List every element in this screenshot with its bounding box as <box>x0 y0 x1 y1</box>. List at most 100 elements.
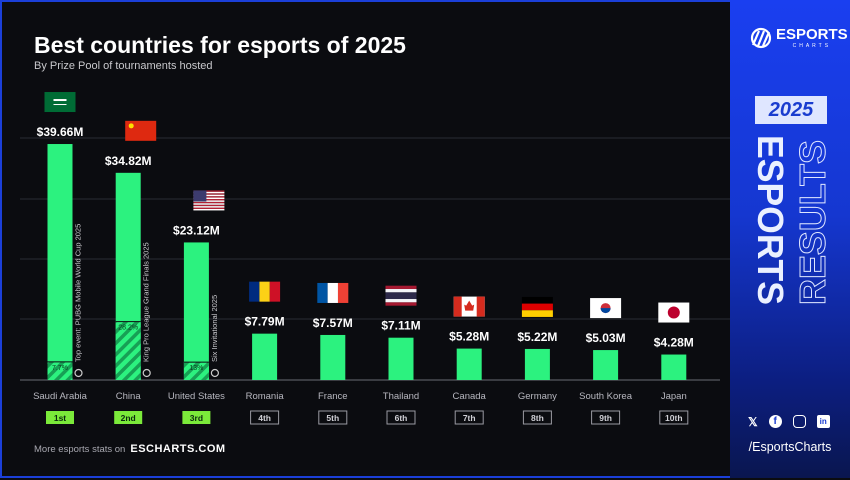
value-label: $7.79M <box>245 315 285 329</box>
bar-chart: 7.7% Top event: PUBG Mobile World Cup 202… <box>20 92 730 425</box>
flag-kr-icon <box>590 298 622 319</box>
x-icon[interactable]: 𝕏 <box>748 415 758 429</box>
top-event-share-segment <box>47 361 73 380</box>
bar-group-thailand: $7.11M Thailand 6th <box>381 285 421 425</box>
value-label: $5.22M <box>517 330 557 344</box>
bar-group-romania: $7.79M Romania 4th <box>245 281 285 425</box>
value-label: $23.12M <box>173 223 220 237</box>
footer: More esports stats on ESCHARTS.COM <box>34 443 226 455</box>
rank-label: 8th <box>531 413 544 423</box>
linkedin-icon[interactable]: in <box>816 415 830 428</box>
rank-badge <box>659 410 689 425</box>
year-badge: 2025 <box>755 96 827 124</box>
flag-de-icon <box>521 296 553 317</box>
bar[interactable] <box>252 333 278 380</box>
rank-label: 3rd <box>190 413 203 423</box>
rank-badge <box>591 410 621 425</box>
category-label: Canada <box>453 391 487 402</box>
bar-group-canada: $5.28M Canada 7th <box>449 296 489 425</box>
rank-label: 2nd <box>121 413 136 423</box>
bar[interactable] <box>661 354 687 380</box>
category-label: France <box>318 391 348 402</box>
bar-group-china: 28.2% King Pro League Grand Finals 2025 $3… <box>105 120 157 424</box>
top-event-share-segment <box>183 362 209 380</box>
category-label: Thailand <box>383 391 419 402</box>
top-event-share: 7.7% <box>52 365 68 372</box>
top-event-share: 13% <box>189 365 203 372</box>
bar[interactable] <box>593 350 619 380</box>
rank-badge <box>386 410 416 425</box>
brand-logo: ESPORTS CHARTS <box>750 26 848 49</box>
flag-ro-icon <box>249 281 281 302</box>
instagram-icon[interactable] <box>792 415 806 428</box>
top-event-share: 28.2% <box>118 325 138 332</box>
bar[interactable] <box>47 144 73 380</box>
vertical-title: ESPORTS RESULTS <box>750 135 834 306</box>
rank-badge <box>454 410 484 425</box>
rank-badge <box>182 411 211 424</box>
value-label: $5.28M <box>449 330 489 344</box>
footer-text: More esports stats on <box>34 444 126 455</box>
bar-group-japan: $4.28M Japan 10th <box>654 302 694 425</box>
rank-badge <box>250 410 280 425</box>
top-event-label: Top event: PUBG Mobile World Cup 2025 <box>74 224 83 362</box>
value-label: $4.28M <box>654 336 694 350</box>
category-label: Saudi Arabia <box>33 391 88 402</box>
bar[interactable] <box>183 242 209 380</box>
flag-sa-icon <box>44 92 76 113</box>
bar-group-germany: $5.22M Germany 8th <box>517 296 557 425</box>
rank-label: 10th <box>665 413 682 423</box>
rank-label: 9th <box>599 413 612 423</box>
flag-us-icon <box>193 190 225 211</box>
bar[interactable] <box>388 337 414 380</box>
logo-icon <box>750 27 772 48</box>
chart-panel: Best countries for esports of 2025 By Pr… <box>0 0 730 478</box>
flag-fr-icon <box>317 282 349 303</box>
social-handle[interactable]: /EsportsCharts <box>748 440 832 454</box>
game-icon <box>142 368 151 378</box>
value-label: $7.11M <box>381 319 420 333</box>
rank-label: 5th <box>326 413 339 423</box>
chart-title: Best countries for esports of 2025 <box>34 32 406 58</box>
flag-ca-icon <box>453 296 485 317</box>
flag-cn-icon <box>125 120 157 141</box>
rank-label: 6th <box>395 413 408 423</box>
category-label: South Korea <box>579 391 633 402</box>
sidebar: ESPORTS CHARTS 2025 ESPORTS RESULTS 𝕏 f i… <box>730 0 850 478</box>
brand-name: ESPORTS <box>776 26 848 43</box>
rank-badge <box>318 410 348 425</box>
rank-badge <box>114 411 143 424</box>
game-icon <box>210 368 219 378</box>
chart-subtitle: By Prize Pool of tournaments hosted <box>34 60 213 72</box>
top-event-label: King Pro League Grand Finals 2025 <box>142 242 151 362</box>
bar[interactable] <box>456 348 482 380</box>
rank-label: 7th <box>463 413 476 423</box>
top-event-label: Six Invitational 2025 <box>210 295 219 362</box>
value-label: $34.82M <box>105 154 152 168</box>
brand-sub: CHARTS <box>792 43 832 49</box>
game-icon <box>74 368 83 378</box>
bar[interactable] <box>320 334 346 380</box>
facebook-icon[interactable]: f <box>768 415 782 428</box>
rank-badge <box>46 411 74 424</box>
word-esports: ESPORTS <box>750 135 791 305</box>
value-label: $5.03M <box>586 331 626 345</box>
category-label: Germany <box>518 391 557 402</box>
category-label: China <box>116 391 142 402</box>
flag-jp-icon <box>658 302 690 323</box>
social-links: 𝕏 f in <box>748 415 830 429</box>
value-label: $7.57M <box>313 316 353 330</box>
bar-group-united-states: 13% Six Invitational 2025 $23.12M United St… <box>168 190 225 424</box>
word-results: RESULTS <box>792 140 833 305</box>
value-label: $39.66M <box>37 125 84 139</box>
footer-link[interactable]: ESCHARTS.COM <box>130 443 226 455</box>
category-label: United States <box>168 391 225 402</box>
bar-group-south-korea: $5.03M South Korea 9th <box>579 298 633 425</box>
bar[interactable] <box>524 348 550 380</box>
bar-group-france: $7.57M France 5th <box>313 282 353 425</box>
flag-th-icon <box>385 285 417 306</box>
bar-group-saudi-arabia: 7.7% Top event: PUBG Mobile World Cup 202… <box>33 92 88 424</box>
category-label: Japan <box>661 391 687 402</box>
rank-label: 4th <box>258 413 271 423</box>
rank-label: 1st <box>54 413 66 423</box>
